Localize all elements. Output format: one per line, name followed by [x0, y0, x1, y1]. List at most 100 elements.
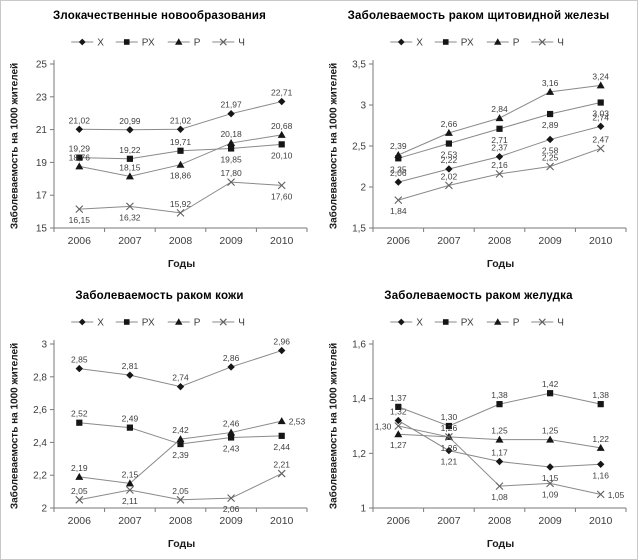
x-cross-marker-icon: [546, 479, 554, 488]
square-marker-icon: [123, 319, 130, 325]
triangle-marker-icon: [176, 435, 185, 443]
x-axis-title: Годы: [167, 258, 196, 270]
x-category-label: 2010: [270, 515, 294, 527]
point-label: 2,66: [441, 119, 458, 129]
triangle-marker-icon: [394, 151, 403, 159]
diamond-marker-icon: [597, 460, 605, 468]
diamond-marker-icon: [445, 446, 453, 455]
y-tick-label: 1,2: [352, 449, 366, 460]
point-label: 1,84: [390, 206, 407, 216]
point-label: 1,37: [390, 393, 407, 403]
y-tick-label: 3: [41, 340, 47, 351]
y-tick-label: 2: [41, 504, 47, 515]
legend-item-РХ: РХ: [434, 318, 474, 329]
x-category-label: 2007: [437, 515, 461, 527]
chart-malignant-neoplasms: Злокачественные новообразования Заболева…: [0, 0, 319, 280]
legend-label: Р: [513, 318, 520, 329]
legend-label: Х: [416, 318, 423, 329]
legend-item-Х: Х: [390, 318, 423, 329]
square-marker-icon: [395, 403, 402, 410]
diamond-marker-icon: [546, 135, 554, 144]
x-cross-marker-icon: [227, 178, 235, 186]
series-Ч: 2,05 2,11 2,05 2,06 2,21: [71, 460, 290, 515]
diamond-marker-icon: [597, 122, 605, 131]
x-cross-marker-icon: [227, 494, 235, 503]
x-category-label: 2007: [437, 235, 461, 247]
triangle-marker-icon: [596, 81, 605, 89]
point-label: 2,47: [592, 134, 609, 144]
chart-title: Заболеваемость раком щитовидной железы: [347, 10, 610, 22]
point-label: 2,52: [71, 409, 88, 419]
y-tick-label: 1: [360, 504, 366, 515]
square-marker-icon: [228, 434, 235, 441]
legend: Х РХ Р Ч: [71, 318, 245, 329]
point-label: 2,02: [441, 171, 458, 181]
x-cross-marker-icon: [277, 181, 286, 190]
series-Р: 18,76 18,15 18,86 20,18 20,68: [69, 121, 293, 181]
x-category-label: 2006: [68, 235, 92, 247]
x-category-label: 2008: [169, 235, 193, 247]
legend-item-Р: Р: [167, 38, 201, 49]
x-category-label: 2009: [538, 235, 562, 247]
point-label: 2,06: [223, 504, 240, 514]
point-label: 1,09: [542, 489, 559, 499]
legend: Х РХ Р Ч: [71, 38, 245, 49]
y-tick-label: 15: [36, 224, 48, 235]
point-label: 3,24: [592, 71, 609, 81]
x-category-label: 2008: [488, 235, 512, 247]
chart-title: Злокачественные новообразования: [52, 10, 267, 22]
triangle-marker-icon: [596, 443, 605, 451]
triangle-marker-icon: [277, 417, 286, 425]
point-label: 20,68: [271, 121, 293, 131]
legend-item-РХ: РХ: [115, 318, 155, 329]
diamond-marker-icon: [397, 38, 405, 46]
legend-item-РХ: РХ: [115, 38, 155, 49]
x-cross-marker-icon: [596, 144, 605, 153]
x-cross-marker-icon: [394, 196, 403, 205]
triangle-marker-icon: [125, 479, 134, 487]
point-label: 19,22: [119, 145, 141, 155]
point-label: 1,05: [608, 490, 625, 500]
triangle-marker-icon: [75, 472, 84, 480]
y-tick-label: 2,5: [352, 142, 366, 153]
point-label: 1,38: [491, 390, 508, 400]
point-label: 2,39: [390, 141, 407, 151]
triangle-marker-icon: [277, 130, 286, 138]
point-label: 21,97: [220, 100, 242, 110]
point-label: 2,05: [172, 486, 189, 496]
legend-item-Х: Х: [71, 318, 104, 329]
square-marker-icon: [442, 319, 449, 325]
chart-thyroid-cancer: Заболеваемость раком щитовидной железы З…: [319, 0, 638, 280]
point-label: 19,71: [170, 137, 192, 147]
point-label: 2,96: [273, 337, 290, 347]
square-marker-icon: [126, 155, 133, 162]
diamond-marker-icon: [75, 125, 83, 133]
diamond-marker-icon: [495, 457, 504, 466]
legend: Х РХ Р Ч: [390, 318, 564, 329]
x-cross-marker-icon: [219, 318, 227, 326]
diamond-marker-icon: [78, 318, 86, 326]
y-tick-label: 19: [36, 158, 48, 169]
triangle-marker-icon: [175, 318, 183, 325]
diamond-marker-icon: [78, 38, 86, 46]
y-tick-label: 25: [36, 60, 48, 71]
legend-label: Х: [416, 38, 423, 49]
diamond-marker-icon: [75, 364, 83, 373]
diamond-marker-icon: [397, 318, 405, 326]
point-label: 1,17: [491, 448, 508, 458]
x-cross-marker-icon: [126, 486, 134, 494]
point-label: 2,74: [592, 112, 609, 122]
x-category-label: 2007: [118, 235, 142, 247]
legend-label: Р: [194, 38, 201, 49]
square-marker-icon: [228, 145, 235, 152]
point-label: 1,26: [441, 423, 458, 433]
x-cross-marker-icon: [126, 202, 134, 211]
point-label: 2,74: [172, 373, 189, 383]
point-label: 2,43: [223, 443, 240, 453]
point-label: 18,86: [170, 171, 192, 181]
series-Р: 2,39 2,66 2,84 3,16 3,24: [390, 71, 609, 159]
point-label: 2,81: [122, 361, 139, 371]
chart-stomach-cancer: Заболеваемость раком желудка Заболеваемо…: [319, 280, 638, 560]
point-label: 2,25: [542, 153, 559, 163]
